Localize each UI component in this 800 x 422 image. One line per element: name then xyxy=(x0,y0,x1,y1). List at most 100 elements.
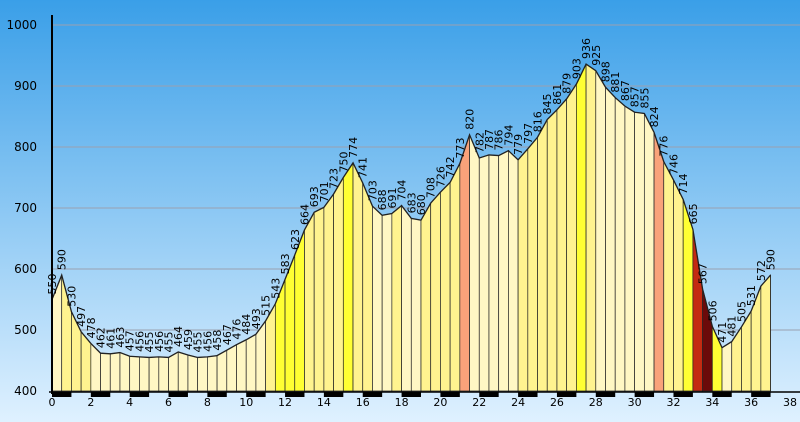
elevation-bar xyxy=(576,63,587,392)
elevation-point-label: 680 xyxy=(415,194,428,215)
elevation-point-label: 797 xyxy=(522,123,535,144)
elevation-bar xyxy=(634,111,645,392)
x-tick-label: 32 xyxy=(666,396,680,409)
elevation-point-label: 455 xyxy=(192,331,205,352)
elevation-point-label: 703 xyxy=(366,180,379,201)
x-tick-label: 26 xyxy=(550,396,564,409)
elevation-point-label: 820 xyxy=(464,109,477,130)
km-stripe xyxy=(673,392,693,397)
elevation-bar xyxy=(216,349,228,392)
x-tick-label: 8 xyxy=(204,396,211,409)
x-tick-label: 16 xyxy=(356,396,370,409)
elevation-bar xyxy=(381,213,393,392)
elevation-point-label: 708 xyxy=(425,177,438,198)
elevation-point-label: 879 xyxy=(561,73,574,94)
elevation-point-label: 623 xyxy=(289,229,302,250)
elevation-point-label: 898 xyxy=(600,61,613,82)
x-tick-label: 22 xyxy=(472,396,486,409)
elevation-point-label: 456 xyxy=(133,331,146,352)
elevation-bar xyxy=(653,132,665,392)
km-stripe xyxy=(712,392,732,397)
elevation-bar xyxy=(440,181,451,392)
elevation-bar xyxy=(129,355,140,392)
elevation-bar xyxy=(508,149,519,392)
y-tick-label: 600 xyxy=(14,262,37,276)
km-stripe xyxy=(518,392,538,397)
elevation-point-label: 742 xyxy=(444,156,457,177)
elevation-bar xyxy=(236,339,247,392)
elevation-point-label: 458 xyxy=(211,330,224,351)
elevation-bar xyxy=(614,96,626,392)
x-tick-label: 2 xyxy=(87,396,94,409)
elevation-point-label: 484 xyxy=(240,314,253,335)
elevation-point-label: 463 xyxy=(114,327,127,348)
elevation-point-label: 857 xyxy=(629,86,642,107)
elevation-point-label: 881 xyxy=(609,72,622,93)
elevation-bar xyxy=(527,136,538,392)
elevation-point-label: 903 xyxy=(570,58,583,79)
elevation-bar xyxy=(323,192,334,392)
elevation-bar xyxy=(139,356,150,392)
km-stripe xyxy=(52,392,72,397)
elevation-point-label: 572 xyxy=(755,260,768,281)
x-tick-label: 10 xyxy=(239,396,253,409)
y-tick-label: 500 xyxy=(14,323,37,337)
elevation-bar xyxy=(760,274,771,392)
elevation-point-label: 515 xyxy=(260,295,273,316)
elevation-bar xyxy=(488,154,500,392)
km-stripe xyxy=(362,392,383,397)
elevation-point-label: 855 xyxy=(638,87,651,108)
elevation-bar xyxy=(148,356,160,392)
km-stripe xyxy=(285,392,305,397)
elevation-point-label: 590 xyxy=(765,249,778,270)
km-stripe xyxy=(90,392,111,397)
elevation-point-label: 543 xyxy=(269,278,282,299)
elevation-bar xyxy=(498,150,509,392)
elevation-point-label: 794 xyxy=(502,125,515,146)
km-stripe xyxy=(440,392,460,397)
elevation-point-label: 773 xyxy=(454,137,467,158)
y-tick-label: 800 xyxy=(14,140,37,154)
elevation-point-label: 726 xyxy=(434,166,447,187)
elevation-point-label: 467 xyxy=(221,324,234,345)
elevation-point-label: 506 xyxy=(706,300,719,321)
km-stripe xyxy=(129,392,150,397)
y-tick-label: 700 xyxy=(14,201,37,215)
elevation-bar xyxy=(226,344,237,392)
elevation-point-label: 782 xyxy=(473,132,486,153)
elevation-bar xyxy=(420,201,432,392)
elevation-point-label: 664 xyxy=(298,204,311,225)
elevation-bar xyxy=(372,205,383,392)
elevation-bar xyxy=(585,63,597,392)
elevation-bar xyxy=(410,217,422,392)
elevation-point-label: 497 xyxy=(75,306,88,327)
x-tick-label: 20 xyxy=(433,396,447,409)
km-stripe xyxy=(207,392,227,397)
elevation-point-label: 471 xyxy=(716,322,729,343)
elevation-bar xyxy=(158,356,169,392)
elevation-bar xyxy=(391,204,402,392)
elevation-point-label: 583 xyxy=(279,253,292,274)
elevation-bar xyxy=(459,134,470,392)
elevation-point-label: 455 xyxy=(143,331,156,352)
elevation-point-label: 683 xyxy=(405,192,418,213)
elevation-bar xyxy=(245,333,257,392)
elevation-point-label: 462 xyxy=(95,327,108,348)
elevation-point-label: 530 xyxy=(65,286,78,307)
elevation-bar xyxy=(333,176,344,392)
elevation-point-label: 701 xyxy=(318,181,331,202)
elevation-bar xyxy=(556,97,568,392)
elevation-bar xyxy=(517,147,529,392)
elevation-point-label: 774 xyxy=(347,137,360,158)
elevation-point-label: 688 xyxy=(376,189,389,210)
elevation-point-label: 824 xyxy=(648,106,661,127)
elevation-bar xyxy=(721,340,733,392)
elevation-bar xyxy=(605,86,616,392)
elevation-bar xyxy=(469,134,480,392)
km-stripe xyxy=(401,392,421,397)
elevation-point-label: 816 xyxy=(532,111,545,132)
x-tick-label: 24 xyxy=(511,396,525,409)
km-stripe xyxy=(595,392,616,397)
elevation-bar xyxy=(197,356,208,392)
